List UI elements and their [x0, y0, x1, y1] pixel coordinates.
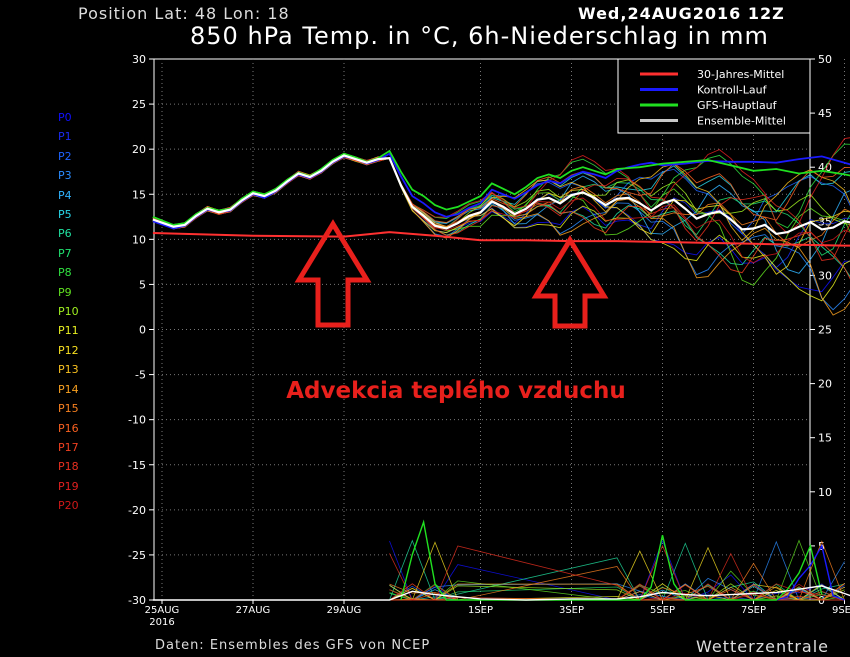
precip-line: [152, 585, 850, 601]
y2-tick-label: 30: [818, 269, 832, 282]
member-label: P0: [58, 111, 72, 124]
legend-label: Ensemble-Mittel: [697, 115, 786, 128]
position-label: Position Lat: 48 Lon: 18: [78, 4, 290, 23]
legend: 30-Jahres-Mittel Kontroll-Lauf GFS-Hauptla…: [617, 58, 811, 134]
member-label: P3: [58, 169, 72, 183]
y-tick-label: -25: [128, 549, 146, 562]
member-label: P8: [58, 266, 72, 280]
member-label: P20: [58, 499, 79, 513]
x-tick-label: 29AUG: [327, 605, 362, 616]
y-tick-label: 10: [132, 233, 146, 246]
y-tick-label: -5: [135, 369, 146, 382]
x-tick-label: 27AUG: [236, 605, 271, 616]
member-precip-line: [389, 583, 845, 601]
legend-label: 30-Jahres-Mittel: [697, 68, 784, 81]
member-label: P15: [58, 402, 79, 416]
member-label: P14: [58, 382, 79, 396]
member-label: P7: [58, 246, 72, 260]
y2-tick-label: 15: [818, 432, 832, 445]
y-tick-label: -15: [128, 459, 146, 472]
y-axis-left: 30 25 20 15 10 5 0 -5 -10 -15 -20 -25 -30: [128, 53, 154, 607]
run-date: Wed,24AUG2016 12Z: [578, 4, 785, 23]
y2-tick-label: 0: [818, 594, 825, 607]
member-label: P16: [58, 421, 79, 435]
y-tick-label: 30: [132, 53, 146, 66]
member-label: P9: [58, 285, 72, 299]
x-tick-label: 25AUG: [145, 605, 180, 616]
member-label: P1: [58, 130, 72, 144]
y-tick-label: 0: [139, 324, 146, 337]
x-tick-label: 7SEP: [741, 605, 766, 616]
arrow-up-icon: [531, 235, 609, 329]
annotation-text: Advekcia teplého vzduchu: [286, 378, 626, 404]
member-label: P18: [58, 460, 79, 474]
member-label: P2: [58, 149, 72, 163]
legend-label: GFS-Hauptlauf: [697, 99, 778, 112]
member-label: P4: [58, 188, 72, 202]
series-line: [152, 149, 850, 226]
y-tick-label: 25: [132, 98, 146, 111]
y2-tick-label: 20: [818, 378, 832, 391]
y2-tick-label: 35: [818, 215, 832, 228]
member-label: P6: [58, 227, 72, 241]
x-tick-label-year: 2016: [149, 617, 174, 628]
precip-line: [776, 544, 845, 601]
x-tick-label: 3SEP: [559, 605, 584, 616]
precip-line: [400, 519, 823, 601]
y2-tick-label: 10: [818, 486, 832, 499]
annotation-arrows: [294, 219, 609, 329]
member-label: P19: [58, 479, 79, 493]
y-tick-label: -30: [128, 594, 146, 607]
arrow-up-icon: [294, 219, 372, 328]
y-tick-label: 15: [132, 188, 146, 201]
precipitation-lines: [152, 519, 850, 601]
member-label: P11: [58, 324, 79, 338]
data-source: Daten: Ensembles des GFS von NCEP: [155, 638, 431, 653]
x-tick-label: 9SEP: [832, 605, 850, 616]
member-label: P17: [58, 440, 79, 454]
y-tick-label: -10: [128, 414, 146, 427]
member-list: P0 P1 P2 P3 P4 P5 P6 P7 P8 P9 P10 P11 P12 P13 P14 P15 P1…: [58, 108, 79, 516]
y-tick-label: -20: [128, 504, 146, 517]
series-line: [152, 152, 850, 230]
y-tick-label: 20: [132, 143, 146, 156]
member-label: P5: [58, 208, 72, 222]
member-label: P13: [58, 363, 79, 377]
y2-tick-label: 45: [818, 107, 832, 120]
member-label: P10: [58, 305, 79, 319]
x-tick-label: 5SEP: [650, 605, 675, 616]
x-tick-label: 1SEP: [468, 605, 493, 616]
y-tick-label: 5: [139, 278, 146, 291]
legend-label: Kontroll-Lauf: [697, 84, 768, 97]
member-label: P12: [58, 343, 79, 357]
chart-title: 850 hPa Temp. in °C, 6h-Niederschlag in …: [190, 22, 769, 50]
y2-tick-label: 50: [818, 53, 832, 66]
main-series: [152, 149, 850, 247]
series-line: [152, 154, 850, 236]
brand: Wetterzentrale: [696, 637, 830, 656]
y2-tick-label: 25: [818, 324, 832, 337]
